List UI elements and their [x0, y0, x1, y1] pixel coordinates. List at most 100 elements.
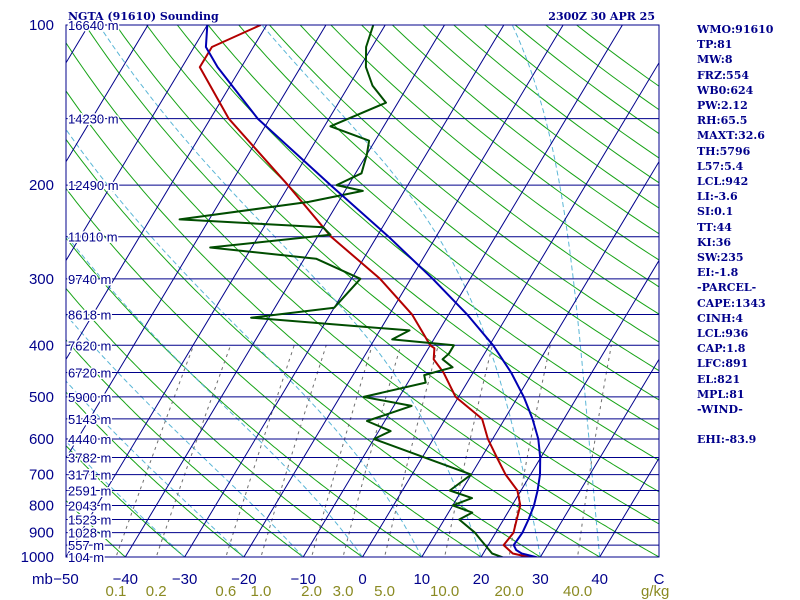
pressure-tick-label: 600 — [29, 431, 54, 448]
temperature-tick-label: −10 — [290, 571, 315, 588]
mixing-ratio-label: 5.0 — [374, 583, 395, 600]
pressure-tick-label: 1000 — [21, 549, 54, 566]
stat-row: RH:65.5 — [697, 114, 748, 128]
sounding-indices-panel: WMO:91610 TP:81 MW:8 FRZ:554 WB0:624 PW:2.12 R… — [697, 22, 800, 448]
moist-adiabat — [66, 234, 363, 557]
mixing-ratio-line — [508, 345, 551, 557]
dry-adiabat — [268, 25, 659, 343]
height-label: 9740 m — [68, 272, 111, 287]
stat-row: WB0:624 — [697, 83, 754, 97]
dry-adiabat — [66, 90, 601, 557]
stat-row: WMO:91610 — [697, 23, 774, 36]
dry-adiabat — [66, 187, 483, 557]
isotherm — [124, 25, 445, 557]
mixing-ratio-label: 0.2 — [146, 583, 167, 600]
stat-row: PW:2.12 — [697, 99, 748, 113]
height-label: 4440 m — [68, 432, 111, 447]
height-label: 1523 m — [68, 512, 111, 527]
plot-frame — [65, 24, 660, 558]
isotherm — [302, 25, 623, 557]
mixing-ratio-label: 1.0 — [250, 583, 271, 600]
pressure-tick-label: 700 — [29, 467, 54, 484]
mixing-ratio-label: 40.0 — [563, 583, 592, 600]
isotherm — [184, 25, 505, 557]
height-label: 104 m — [68, 550, 104, 565]
mixing-ratio-line — [260, 345, 327, 557]
pressure-tick-label: 400 — [29, 337, 54, 354]
height-label: 16640 m — [68, 18, 119, 33]
stat-row: FRZ:554 — [697, 68, 750, 82]
mixing-ratio-line — [155, 345, 232, 557]
pressure-tick-label: 900 — [29, 525, 54, 542]
dry-adiabat — [66, 138, 542, 557]
dry-adiabat — [330, 25, 659, 288]
mixing-ratio-line — [225, 345, 295, 557]
stat-row: CINH:4 — [697, 311, 744, 325]
temperature-tick-label: 0 — [358, 571, 366, 588]
dry-adiabat — [207, 25, 659, 401]
chart-title: NGTA (91610) Sounding — [68, 10, 219, 23]
height-label: 3171 m — [68, 468, 111, 483]
stat-row: EI:-1.8 — [697, 266, 739, 280]
isotherm — [362, 61, 659, 557]
dry-adiabat — [66, 41, 659, 557]
temperature-tick-label: 10 — [413, 571, 430, 588]
dewpoint-profile — [178, 25, 505, 557]
moist-adiabat — [511, 25, 601, 557]
stat-row: EL:821 — [697, 372, 741, 386]
temperature-tick-label: −30 — [172, 571, 197, 588]
mixing-ratio-label: 20.0 — [495, 583, 524, 600]
stat-row: KI:36 — [697, 235, 732, 249]
stat-row: LI:-3.6 — [697, 190, 738, 204]
height-label: 6720 m — [68, 366, 111, 381]
dry-adiabat — [66, 391, 245, 557]
height-label: 3782 m — [68, 450, 111, 465]
x-axis-unit: mb — [32, 571, 53, 588]
parcel-path — [204, 25, 542, 557]
stat-row: CAP:1.8 — [697, 342, 746, 356]
stat-row: TH:5796 — [697, 144, 751, 158]
pressure-tick-label: 300 — [29, 271, 54, 288]
isotherm — [0, 25, 29, 557]
height-label: 5900 m — [68, 390, 111, 405]
height-label: 2043 m — [68, 498, 111, 513]
dry-adiabat — [66, 338, 305, 557]
temperature-tick-label: 20 — [473, 571, 490, 588]
isotherm — [243, 25, 564, 557]
stat-row — [697, 417, 800, 432]
isotherm — [66, 25, 208, 262]
moist-adiabat — [98, 25, 482, 557]
mixing-ratio-label: 0.6 — [215, 583, 236, 600]
pressure-tick-label: 500 — [29, 389, 54, 406]
height-label: 14230 m — [68, 112, 119, 127]
temperature-tick-label: 40 — [591, 571, 608, 588]
isotherm — [66, 25, 386, 557]
isotherm — [421, 160, 659, 557]
mixing-ratio-line — [115, 345, 195, 557]
isotherm — [480, 259, 659, 557]
temperature-tick-label: −40 — [113, 571, 138, 588]
stat-row: CAPE:1343 — [697, 296, 766, 310]
height-label: 11010 m — [68, 230, 118, 245]
isotherm — [66, 25, 327, 460]
mixing-ratio-label: 0.1 — [106, 583, 127, 600]
dry-adiabat — [145, 25, 659, 461]
temperature-tick-label: −50 — [53, 571, 78, 588]
mixing-ratio-line — [444, 345, 493, 557]
mixing-ratio-label: 2.0 — [301, 583, 322, 600]
stat-row: -WIND- — [697, 403, 743, 417]
stat-row: LFC:891 — [697, 357, 749, 371]
stat-row: TP:81 — [697, 38, 733, 52]
stat-row: EHI:-83.9 — [697, 433, 757, 447]
stat-row: MPL:81 — [697, 387, 745, 401]
dry-adiabat — [115, 25, 659, 493]
stat-row: MAXT:32.6 — [697, 129, 765, 143]
height-label: 1028 m — [68, 526, 111, 541]
height-label: 8618 m — [68, 307, 111, 322]
temperature-tick-label: 30 — [532, 571, 549, 588]
stat-row: L57:5.4 — [697, 159, 744, 173]
height-label: 12490 m — [68, 178, 119, 193]
dry-adiabat — [360, 25, 659, 261]
dry-adiabat — [299, 25, 659, 315]
dry-adiabat — [66, 237, 423, 557]
